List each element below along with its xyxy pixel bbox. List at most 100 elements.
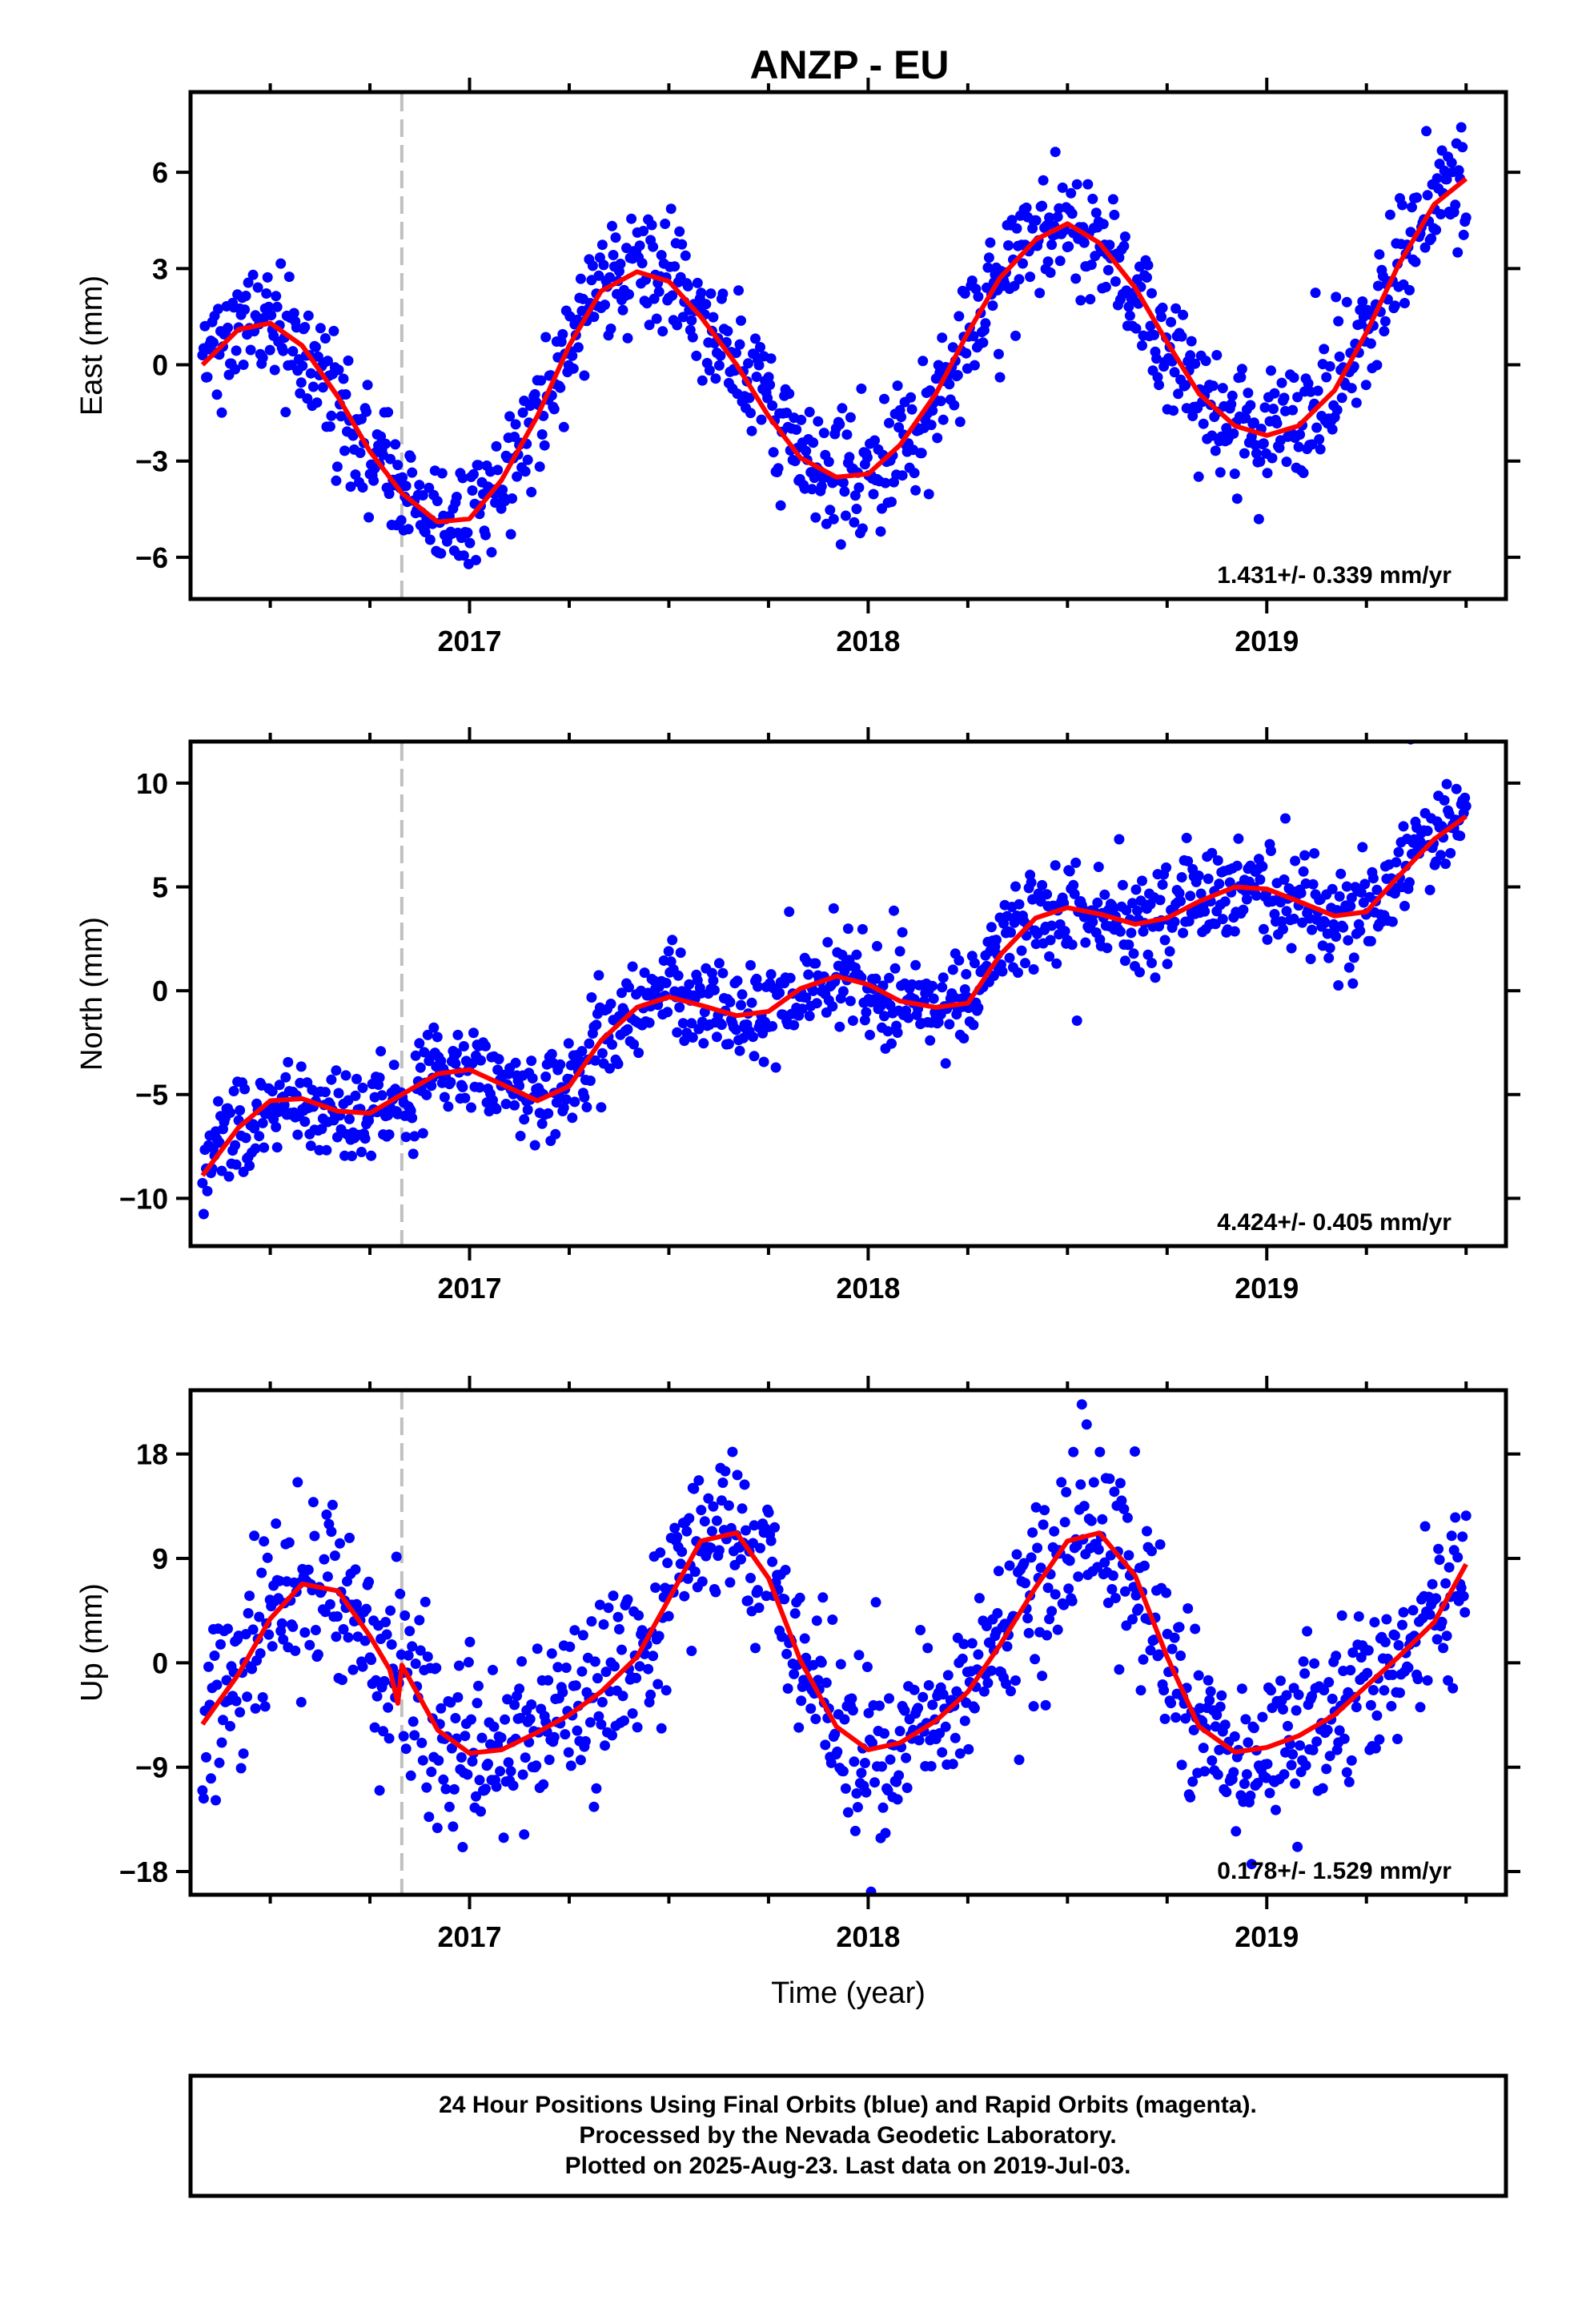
data-point bbox=[1126, 927, 1137, 939]
data-point bbox=[774, 987, 785, 999]
data-point bbox=[1372, 280, 1383, 292]
y-tick-label: 10 bbox=[136, 767, 168, 800]
data-point bbox=[1121, 285, 1132, 296]
data-point bbox=[1132, 905, 1142, 916]
data-point bbox=[405, 1770, 416, 1781]
data-point bbox=[1049, 1526, 1060, 1537]
data-point bbox=[271, 291, 282, 302]
data-point bbox=[886, 497, 897, 508]
data-point bbox=[1266, 1685, 1276, 1696]
data-point bbox=[927, 405, 938, 416]
data-point bbox=[840, 1783, 851, 1794]
data-point bbox=[275, 258, 287, 269]
data-point bbox=[897, 470, 908, 481]
data-point bbox=[1228, 1767, 1239, 1778]
data-point bbox=[1374, 249, 1385, 260]
data-point bbox=[1199, 906, 1211, 917]
data-point bbox=[937, 982, 948, 993]
data-point bbox=[789, 1608, 801, 1619]
panel-3: 2017 2018 2019 −18 −9 0 9 18 Up (mm) Time (year) 0… bbox=[75, 1376, 1520, 2010]
data-point bbox=[894, 1726, 905, 1737]
data-point bbox=[835, 1659, 846, 1670]
data-point bbox=[706, 1526, 717, 1537]
data-point bbox=[925, 1035, 936, 1046]
data-point bbox=[633, 1610, 644, 1621]
data-point bbox=[1365, 935, 1376, 947]
data-point bbox=[514, 1080, 525, 1092]
data-point bbox=[328, 325, 339, 336]
data-point bbox=[1231, 1826, 1242, 1837]
data-point bbox=[292, 1477, 303, 1488]
data-point bbox=[784, 907, 795, 917]
data-point bbox=[1018, 258, 1028, 269]
data-point bbox=[687, 1032, 698, 1043]
data-point bbox=[644, 320, 655, 331]
data-point bbox=[408, 1716, 419, 1727]
data-point bbox=[221, 1675, 232, 1686]
data-point bbox=[1446, 157, 1457, 168]
data-point bbox=[1188, 1724, 1199, 1735]
data-point bbox=[1331, 404, 1343, 416]
data-point bbox=[1460, 1606, 1471, 1618]
data-point bbox=[476, 1055, 486, 1066]
data-point bbox=[840, 510, 851, 521]
data-point bbox=[723, 1039, 734, 1050]
data-point bbox=[622, 1594, 633, 1605]
data-point bbox=[1212, 855, 1223, 866]
x-tick-label: 2018 bbox=[836, 1920, 900, 1953]
data-point bbox=[381, 1629, 392, 1640]
data-point bbox=[765, 380, 776, 390]
data-point bbox=[448, 1821, 459, 1832]
data-point bbox=[598, 259, 609, 271]
data-point bbox=[845, 995, 856, 1007]
data-point bbox=[1002, 1641, 1013, 1652]
data-point bbox=[1311, 1736, 1323, 1747]
data-point bbox=[751, 973, 762, 984]
data-point bbox=[1322, 1724, 1333, 1735]
data-point bbox=[374, 1072, 385, 1084]
data-point bbox=[287, 1621, 299, 1632]
data-point bbox=[1118, 240, 1130, 251]
data-point bbox=[1076, 1399, 1087, 1410]
data-point bbox=[1452, 1552, 1464, 1563]
footer-line-3: Plotted on 2025-Aug-23. Last data on 201… bbox=[565, 2153, 1131, 2179]
data-point bbox=[832, 1746, 843, 1757]
data-point bbox=[309, 1530, 320, 1542]
data-point bbox=[467, 485, 478, 496]
data-point bbox=[575, 273, 586, 284]
data-point bbox=[698, 1038, 709, 1049]
data-point bbox=[645, 1689, 656, 1700]
data-point bbox=[842, 923, 853, 935]
data-point bbox=[1323, 952, 1335, 963]
data-point bbox=[958, 1033, 970, 1043]
data-point bbox=[471, 1791, 481, 1802]
data-point bbox=[1087, 193, 1098, 204]
data-point bbox=[1042, 256, 1054, 267]
data-point bbox=[736, 1554, 746, 1565]
data-point bbox=[504, 411, 516, 422]
data-point bbox=[603, 1602, 614, 1614]
data-point bbox=[763, 372, 774, 383]
y-tick-label: −5 bbox=[135, 1079, 168, 1112]
data-point bbox=[600, 1740, 610, 1751]
data-point bbox=[643, 1663, 654, 1675]
data-point bbox=[715, 350, 726, 361]
data-point bbox=[1389, 1630, 1400, 1641]
data-point bbox=[809, 472, 820, 484]
data-point bbox=[1221, 423, 1232, 434]
data-point bbox=[452, 1029, 464, 1040]
data-point bbox=[1169, 916, 1180, 927]
y-tick-label: 0 bbox=[152, 349, 168, 382]
data-point bbox=[208, 337, 219, 348]
data-point bbox=[560, 1663, 572, 1673]
data-point bbox=[682, 280, 693, 292]
data-point bbox=[997, 966, 1008, 977]
data-point bbox=[197, 1177, 208, 1188]
data-point bbox=[901, 1752, 912, 1763]
rate-annotation: 4.424+/- 0.405 mm/yr bbox=[1217, 1209, 1452, 1236]
data-point bbox=[351, 1073, 362, 1084]
data-point bbox=[474, 1775, 485, 1786]
data-point bbox=[1415, 1702, 1426, 1713]
data-point bbox=[940, 1058, 951, 1069]
